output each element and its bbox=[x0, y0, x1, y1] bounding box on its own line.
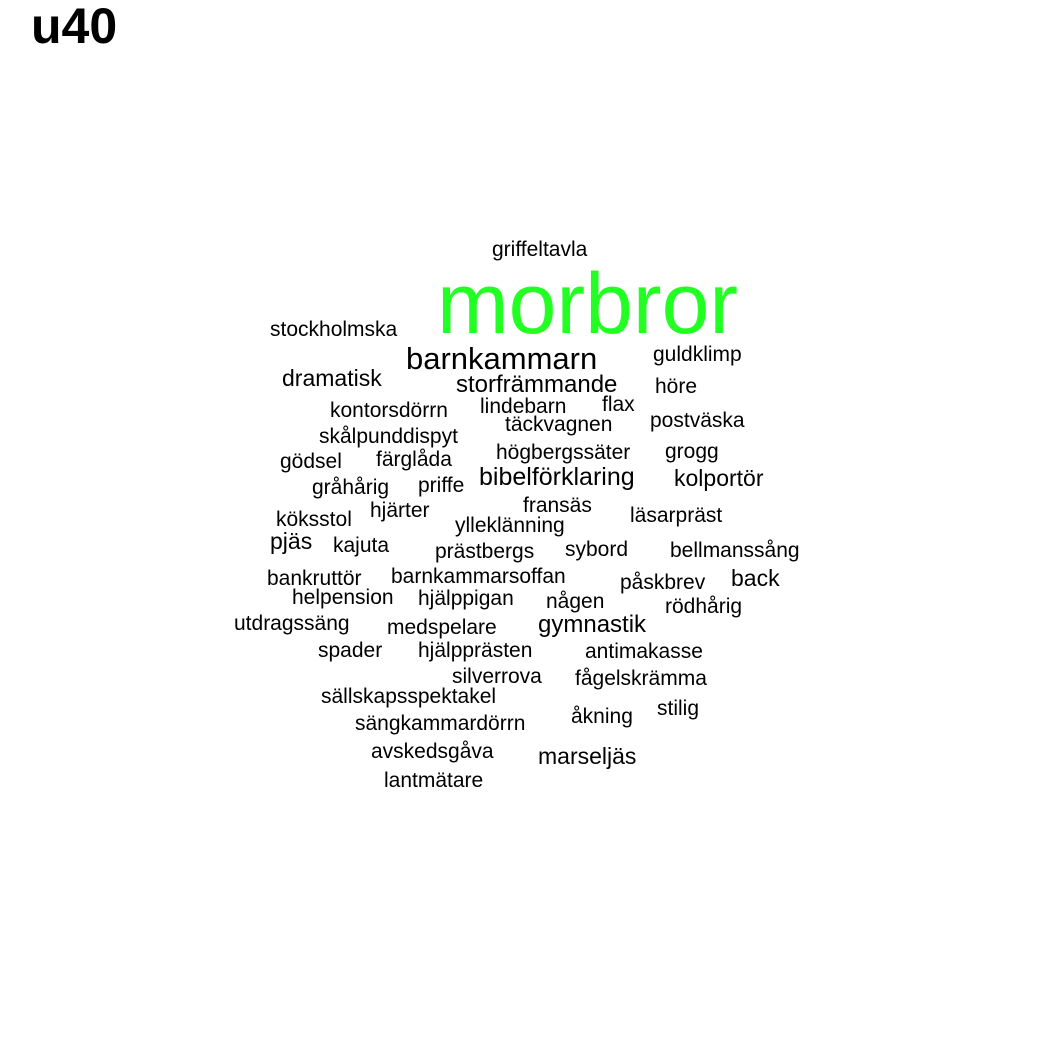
word-flax: flax bbox=[602, 393, 635, 416]
word-skålpunddispyt: skålpunddispyt bbox=[319, 425, 458, 448]
word-hjärter: hjärter bbox=[370, 499, 430, 522]
word-avskedsgåva: avskedsgåva bbox=[371, 740, 494, 763]
word-guldklimp: guldklimp bbox=[653, 343, 742, 366]
word-dramatisk: dramatisk bbox=[282, 365, 382, 391]
word-medspelare: medspelare bbox=[387, 616, 497, 639]
word-kolportör: kolportör bbox=[674, 465, 764, 491]
word-gymnastik: gymnastik bbox=[538, 611, 647, 638]
word-antimakasse: antimakasse bbox=[585, 640, 703, 663]
word-påskbrev: påskbrev bbox=[620, 571, 706, 594]
word-storfrämmande: storfrämmande bbox=[456, 371, 617, 398]
word-lindebarn: lindebarn bbox=[480, 395, 566, 418]
word-rödhårig: rödhårig bbox=[665, 595, 742, 618]
word-priffe: priffe bbox=[418, 474, 464, 497]
word-bellmanssång: bellmanssång bbox=[670, 539, 800, 562]
word-back: back bbox=[731, 565, 780, 591]
word-barnkammarsoffan: barnkammarsoffan bbox=[391, 565, 566, 588]
word-någen: någen bbox=[546, 590, 604, 613]
word-stockholmska: stockholmska bbox=[270, 318, 398, 341]
word-högbergssäter: högbergssäter bbox=[496, 441, 630, 464]
word-täckvagnen: täckvagnen bbox=[505, 413, 612, 436]
word-morbror: morbror bbox=[437, 256, 738, 352]
word-åkning: åkning bbox=[571, 705, 633, 728]
word-läsarpräst: läsarpräst bbox=[630, 504, 722, 527]
word-utdragssäng: utdragssäng bbox=[234, 612, 350, 635]
word-griffeltavla: griffeltavla bbox=[492, 238, 588, 261]
word-sybord: sybord bbox=[565, 538, 628, 561]
word-gråhårig: gråhårig bbox=[312, 476, 389, 499]
word-helpension: helpension bbox=[292, 586, 394, 609]
word-grogg: grogg bbox=[665, 440, 719, 463]
word-fransäs: fransäs bbox=[523, 494, 592, 517]
word-bankruttör: bankruttör bbox=[267, 567, 362, 590]
word-fågelskrämma: fågelskrämma bbox=[575, 667, 707, 690]
word-sängkammardörrn: sängkammardörrn bbox=[355, 712, 525, 735]
word-barnkammarn: barnkammarn bbox=[406, 341, 597, 376]
word-ylleklänning: ylleklänning bbox=[455, 514, 565, 537]
word-lantmätare: lantmätare bbox=[384, 769, 483, 792]
word-stilig: stilig bbox=[657, 697, 699, 720]
word-prästbergs: prästbergs bbox=[435, 540, 534, 563]
word-färglåda: färglåda bbox=[376, 448, 452, 471]
word-marseljäs: marseljäs bbox=[538, 743, 636, 769]
word-spader: spader bbox=[318, 639, 382, 662]
word-gödsel: gödsel bbox=[280, 450, 342, 473]
word-hjälppigan: hjälppigan bbox=[418, 587, 514, 610]
word-kontorsdörrn: kontorsdörrn bbox=[330, 399, 448, 422]
word-pjäs: pjäs bbox=[270, 528, 312, 554]
word-sällskapsspektakel: sällskapsspektakel bbox=[321, 685, 496, 708]
word-silverrova: silverrova bbox=[452, 665, 542, 688]
word-hjälpprästen: hjälpprästen bbox=[418, 639, 532, 662]
word-postväska: postväska bbox=[650, 409, 745, 432]
word-höre: höre bbox=[655, 375, 697, 398]
word-bibelförklaring: bibelförklaring bbox=[479, 463, 635, 491]
word-köksstol: köksstol bbox=[276, 508, 352, 531]
page-title: u40 bbox=[31, 0, 118, 54]
word-kajuta: kajuta bbox=[333, 534, 389, 557]
